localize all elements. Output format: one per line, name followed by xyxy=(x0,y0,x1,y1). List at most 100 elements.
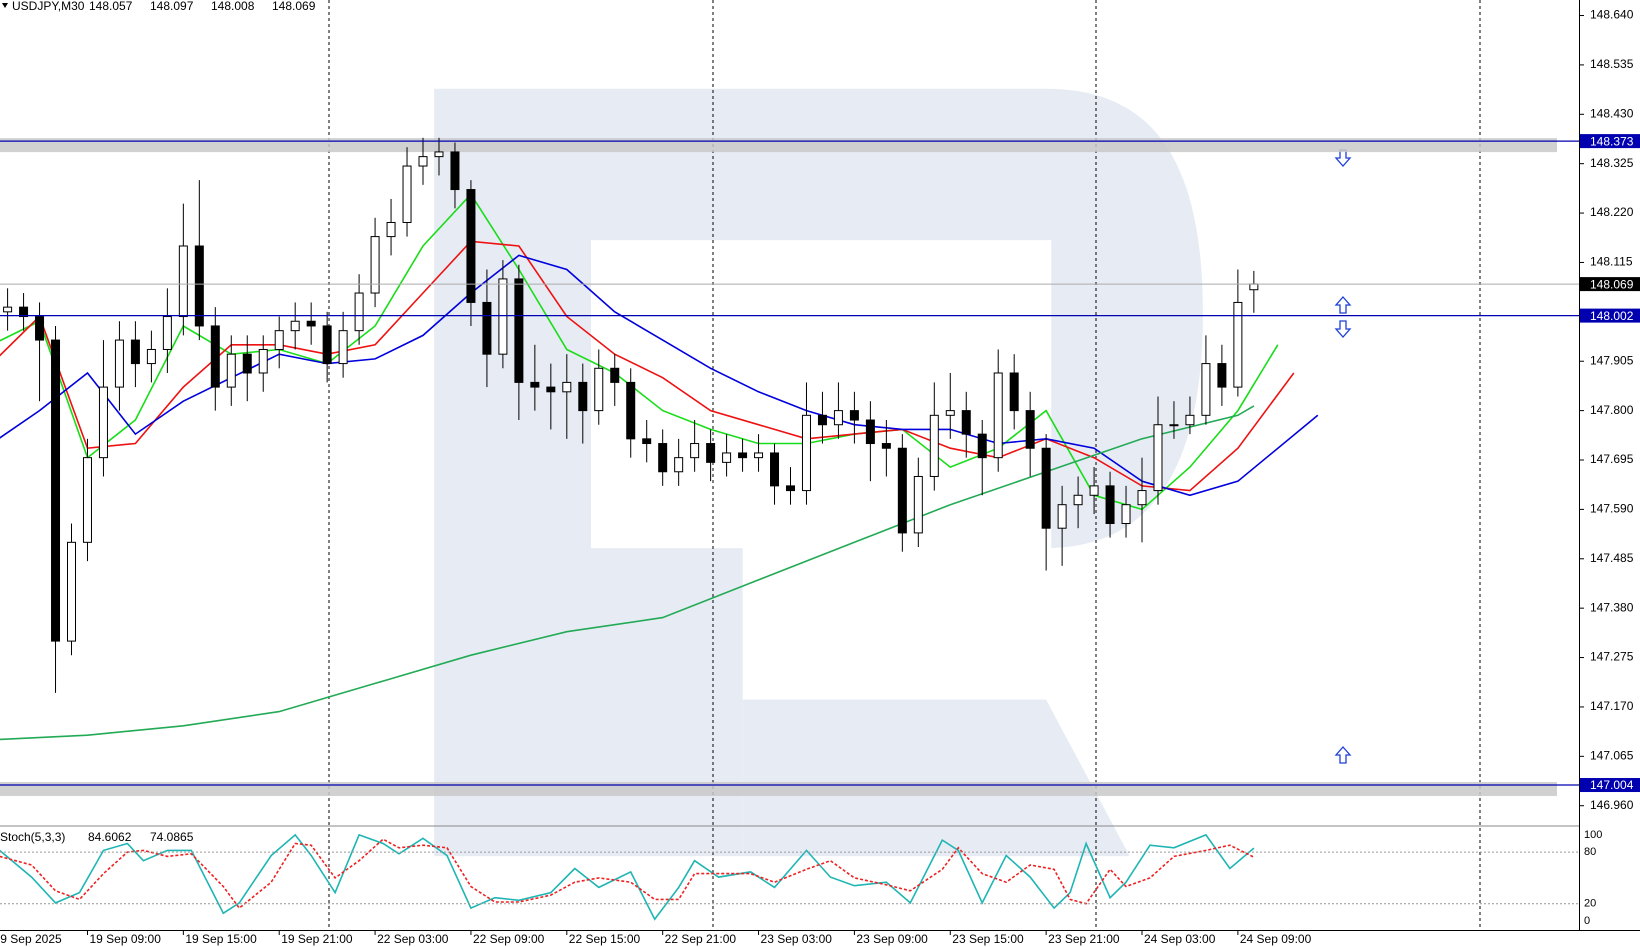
candle-body xyxy=(865,419,875,445)
candle-body xyxy=(1217,363,1227,388)
y-tick-label: 148.535 xyxy=(1590,57,1634,71)
candle-body xyxy=(801,414,811,492)
candle-body xyxy=(418,156,428,167)
candle-body xyxy=(961,410,971,435)
y-tick-label: 147.065 xyxy=(1590,749,1634,763)
x-tick-label: 22 Sep 15:00 xyxy=(569,932,641,946)
level-label-bg xyxy=(1580,134,1640,149)
level-label: 147.004 xyxy=(1590,778,1634,792)
candle-body xyxy=(754,452,764,459)
y-tick-label: 147.275 xyxy=(1590,650,1634,664)
x-tick-label: 19 Sep 09:00 xyxy=(89,932,161,946)
candle-body xyxy=(658,443,668,473)
candle-body xyxy=(546,386,556,393)
level-band xyxy=(0,782,1557,797)
y-tick-label: 147.695 xyxy=(1590,452,1634,466)
candle-body xyxy=(849,410,859,421)
y-tick-label: 20 xyxy=(1584,898,1596,910)
candle-body xyxy=(785,485,795,492)
stoch-line xyxy=(0,838,1255,910)
stoch-k-value: 84.6062 xyxy=(88,830,132,844)
stoch-title: Stoch(5,3,3) xyxy=(0,830,65,844)
x-tick-label: 24 Sep 09:00 xyxy=(1240,932,1312,946)
x-tick-label: 22 Sep 09:00 xyxy=(473,932,545,946)
candle-body xyxy=(114,339,124,388)
candle-body xyxy=(210,325,220,388)
y-tick-label: 147.380 xyxy=(1590,600,1634,614)
candle-body xyxy=(322,325,332,365)
x-tick-label: 19 Sep 2025 xyxy=(0,932,62,946)
candle-body xyxy=(498,278,508,355)
candle-body xyxy=(3,306,13,313)
header-marker xyxy=(2,3,8,8)
current-price-label: 148.069 xyxy=(1590,277,1634,291)
x-tick-label: 22 Sep 03:00 xyxy=(377,932,449,946)
candle-body xyxy=(594,367,604,412)
candle-body xyxy=(130,339,140,365)
day-separators xyxy=(328,0,1481,930)
candle-body xyxy=(562,381,572,393)
y-tick-label: 148.115 xyxy=(1590,255,1633,269)
moving-average xyxy=(0,192,1279,511)
level-band xyxy=(0,138,1557,153)
candle-body xyxy=(977,433,987,459)
ohlc-low: 148.008 xyxy=(211,0,255,13)
candle-body xyxy=(1105,485,1115,525)
x-tick-label: 23 Sep 15:00 xyxy=(952,932,1024,946)
candle-body xyxy=(434,151,444,158)
candle-body xyxy=(610,367,620,383)
candle-body xyxy=(35,316,45,341)
candle-body xyxy=(690,443,700,459)
candle-body xyxy=(578,381,588,412)
candle-body xyxy=(1025,410,1035,449)
plot-area: 19 Sep 2025 19 Sep 09:00 19 Sep 15:00 19 Se… xyxy=(0,137,1557,946)
candle-body xyxy=(913,475,923,534)
candle-body xyxy=(833,410,843,426)
x-tick-label: 23 Sep 09:00 xyxy=(856,932,928,946)
candle-body xyxy=(258,348,268,374)
candle-body xyxy=(738,452,748,459)
level-label: 148.002 xyxy=(1590,309,1634,323)
stoch-line xyxy=(0,833,1255,921)
candle-body xyxy=(450,151,460,191)
moving-average xyxy=(0,254,1319,497)
y-tick-label: 148.640 xyxy=(1590,8,1634,22)
candle-body xyxy=(674,457,684,473)
candle-body xyxy=(194,245,204,327)
candle-body xyxy=(722,452,732,463)
x-tick-label: 24 Sep 03:00 xyxy=(1144,932,1216,946)
candle-body xyxy=(1073,494,1083,506)
candle-body xyxy=(354,292,364,332)
candle-body xyxy=(162,316,172,350)
level-arrows xyxy=(1334,149,1352,764)
candle-body xyxy=(881,443,891,449)
candle-body xyxy=(386,221,396,238)
ohlc-high: 148.097 xyxy=(150,0,194,13)
current-price-bg xyxy=(1580,277,1640,292)
candle-body xyxy=(897,447,907,534)
candle-body xyxy=(306,320,316,327)
candle-body xyxy=(945,410,955,416)
candle-body xyxy=(338,330,348,365)
y-tick-label: 148.220 xyxy=(1590,205,1634,219)
candle-body xyxy=(530,381,540,388)
candle-body xyxy=(370,236,380,294)
candle-body xyxy=(1057,504,1067,529)
candle-body xyxy=(51,339,61,642)
y-tick-label: 0 xyxy=(1584,915,1590,927)
symbol-title: USDJPY,M30 xyxy=(12,0,85,13)
y-tick-label: 147.170 xyxy=(1590,699,1634,713)
y-tick-label: 147.485 xyxy=(1590,551,1634,565)
y-tick-label: 80 xyxy=(1584,846,1596,858)
candle-body xyxy=(1153,424,1163,492)
x-tick-label: 23 Sep 21:00 xyxy=(1048,932,1120,946)
x-tick-label: 19 Sep 21:00 xyxy=(281,932,353,946)
stoch-d-value: 74.0865 xyxy=(150,830,194,844)
y-tick-label: 146.960 xyxy=(1590,798,1634,812)
moving-average xyxy=(0,405,1255,741)
candle-body xyxy=(1249,283,1259,291)
x-tick-label: 22 Sep 21:00 xyxy=(665,932,737,946)
candle-body xyxy=(19,306,29,318)
candle-body xyxy=(642,438,652,445)
level-label-bg xyxy=(1580,308,1640,323)
